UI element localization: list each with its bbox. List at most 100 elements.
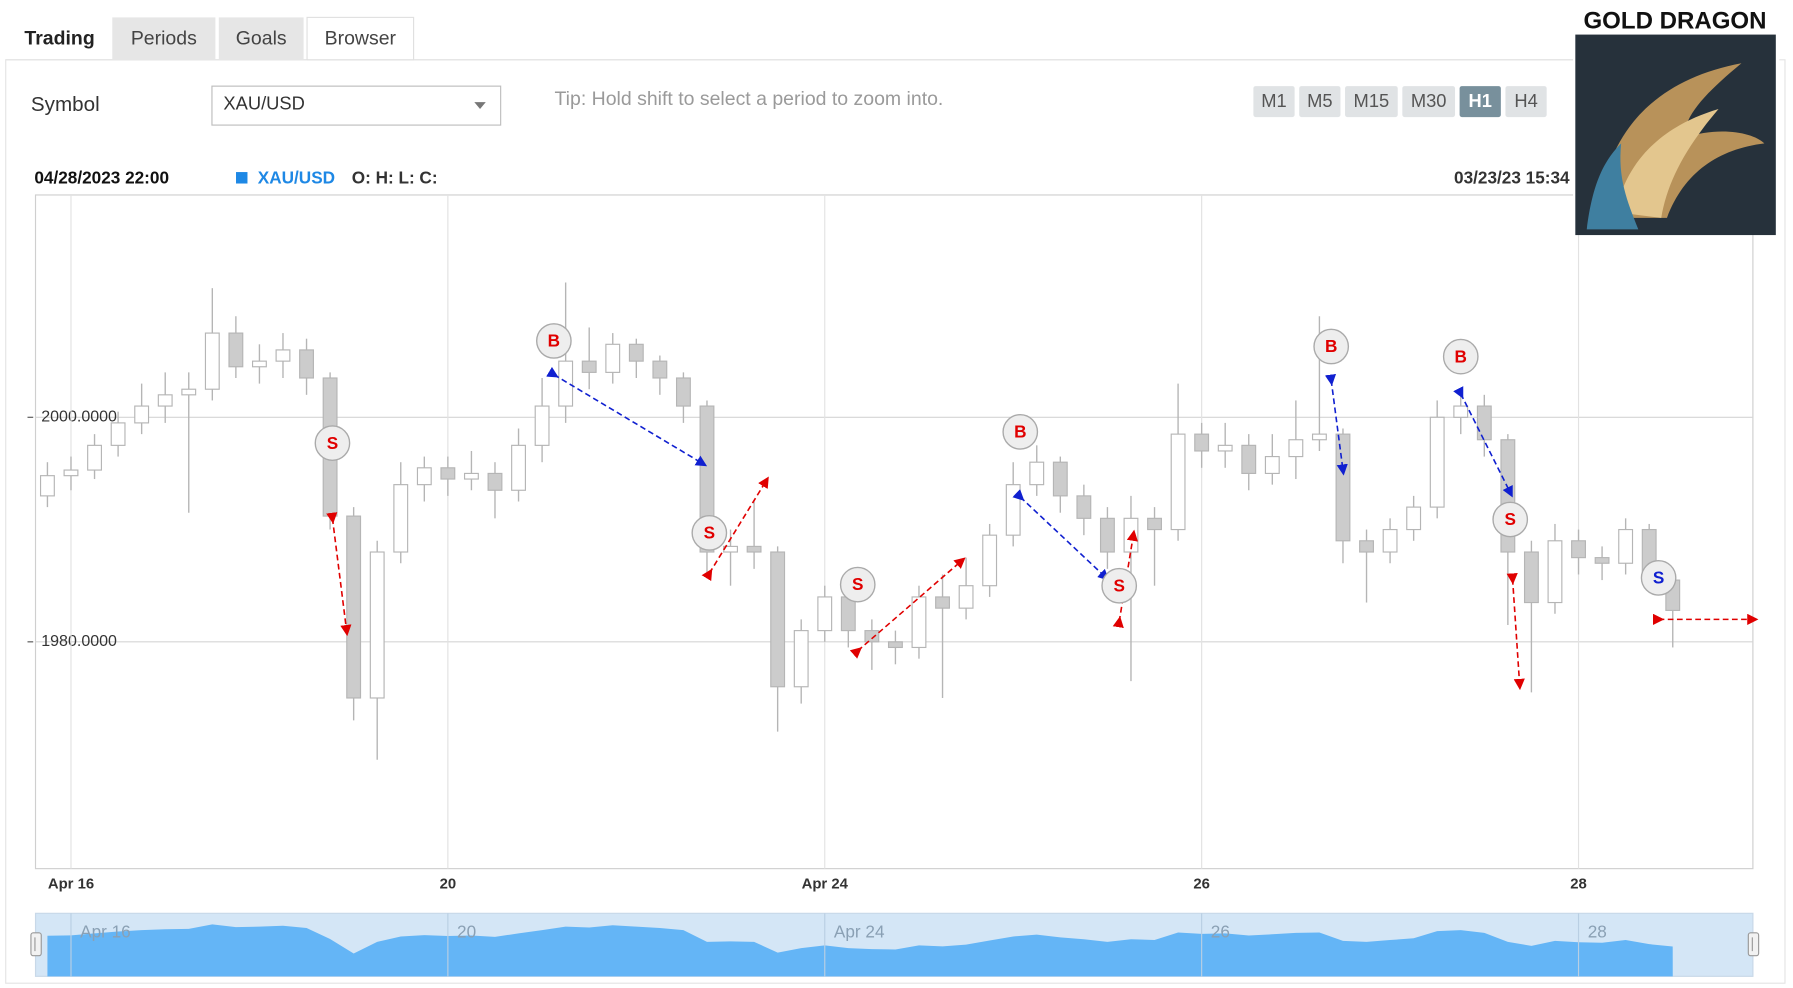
logo-text: GOLD DRAGON — [1583, 7, 1766, 34]
navigator-label: 20 — [457, 921, 476, 941]
signal-marker — [314, 425, 351, 461]
candle-body — [110, 422, 126, 446]
logo: GOLD DRAGON — [1573, 5, 1780, 236]
period-button[interactable] — [1402, 86, 1456, 118]
candle-body — [675, 377, 691, 407]
x-tick-label: 26 — [1193, 877, 1210, 893]
candle-body — [1099, 517, 1115, 553]
signal-arrow — [1112, 529, 1138, 629]
navigator-label: 26 — [1211, 921, 1230, 941]
signal-label: S — [1113, 575, 1124, 595]
signal-label: S — [327, 433, 338, 453]
period-label[interactable]: M30 — [1411, 90, 1447, 111]
navigator-area — [47, 924, 1673, 977]
candle-body — [652, 360, 668, 379]
tab[interactable] — [218, 17, 304, 60]
candle-body — [1288, 439, 1304, 458]
signal-marker — [535, 323, 572, 359]
legend-symbol: XAU/USD — [258, 167, 335, 187]
x-tick-label: 28 — [1570, 877, 1587, 893]
candle-body — [864, 630, 880, 643]
tab-label[interactable]: Trading — [24, 27, 94, 49]
period-label[interactable]: M1 — [1261, 90, 1286, 111]
candle-body — [463, 472, 479, 480]
candle-body — [581, 360, 597, 373]
candle-body — [416, 467, 432, 486]
candle-body — [1571, 540, 1586, 559]
candle-body — [346, 515, 362, 699]
period-label[interactable]: H1 — [1469, 90, 1492, 111]
navigator-handle[interactable] — [30, 932, 42, 957]
signal-marker — [691, 515, 728, 551]
signal-arrow — [1453, 386, 1513, 498]
select-caret[interactable] — [474, 102, 486, 110]
signal-label: S — [1653, 568, 1664, 588]
legend-fields: O: H: L: C: — [352, 167, 438, 187]
candle-body — [1523, 551, 1539, 604]
candle-body — [1311, 433, 1327, 441]
plot-layer: 1980.0000 2000.0000 Apr 16 20 Apr 24 26 28 S B S S… — [27, 194, 1760, 977]
signal-arrow — [1506, 572, 1525, 691]
navigator-handle[interactable] — [1747, 932, 1760, 957]
candle-body — [534, 405, 550, 446]
period-button[interactable] — [1505, 86, 1547, 118]
signal-label: B — [1014, 422, 1026, 442]
period-button[interactable] — [1299, 86, 1341, 118]
candle-body — [793, 630, 809, 688]
candle-body — [1170, 433, 1186, 531]
x-tick-label: Apr 24 — [802, 877, 849, 893]
candle-body — [935, 596, 950, 609]
logo-scales — [1586, 143, 1639, 230]
candle-body — [299, 349, 314, 379]
x-tick-label: Apr 16 — [48, 877, 94, 893]
candle-body — [1264, 456, 1280, 474]
symbol-select[interactable] — [211, 85, 502, 126]
y-tick-label: 1980.0000 — [41, 632, 117, 650]
signal-marker — [839, 566, 876, 603]
symbol-label: Symbol — [31, 93, 100, 116]
signal-marker — [1492, 501, 1529, 538]
candle-body — [911, 596, 927, 649]
candle-body — [1594, 557, 1610, 564]
period-button[interactable] — [1459, 86, 1501, 118]
navigator-label: Apr 24 — [834, 921, 885, 941]
candle-body — [1217, 444, 1233, 452]
tab-label[interactable]: Periods — [131, 27, 197, 49]
period-label[interactable]: M15 — [1354, 90, 1390, 111]
candle-body — [605, 343, 621, 373]
tab[interactable] — [112, 17, 216, 60]
candle-body — [181, 388, 197, 396]
legend-swatch — [236, 172, 248, 184]
candle-body — [1076, 495, 1092, 519]
signal-arrow — [546, 366, 708, 467]
candle-body — [1476, 405, 1492, 441]
plot-frame — [34, 194, 1754, 870]
signal-label: B — [548, 331, 560, 351]
tab-label[interactable]: Goals — [236, 27, 287, 49]
candle-body — [204, 332, 220, 390]
period-label[interactable]: H4 — [1514, 90, 1537, 111]
candle-body — [251, 360, 267, 368]
signal-marker — [1002, 414, 1039, 450]
candle-body — [887, 641, 903, 649]
candle-body — [1052, 461, 1068, 497]
period-label[interactable]: M5 — [1307, 90, 1332, 111]
symbol-value[interactable]: XAU/USD — [223, 92, 304, 113]
x-tick-label: 20 — [440, 877, 457, 893]
signal-arrow — [1012, 489, 1110, 581]
period-button[interactable] — [1253, 86, 1295, 118]
candle-body — [63, 469, 79, 477]
candle-body — [393, 484, 409, 553]
candle-body — [628, 343, 644, 362]
header-datetime: 04/28/2023 22:00 — [34, 167, 169, 187]
candle-body — [157, 394, 173, 407]
period-button[interactable] — [1345, 86, 1398, 118]
candle-body — [134, 405, 150, 424]
candle-body — [1029, 461, 1045, 486]
signal-marker — [1313, 328, 1350, 365]
tab[interactable] — [306, 16, 415, 61]
candle-body — [1147, 517, 1162, 531]
tab-label[interactable]: Browser — [325, 27, 397, 49]
